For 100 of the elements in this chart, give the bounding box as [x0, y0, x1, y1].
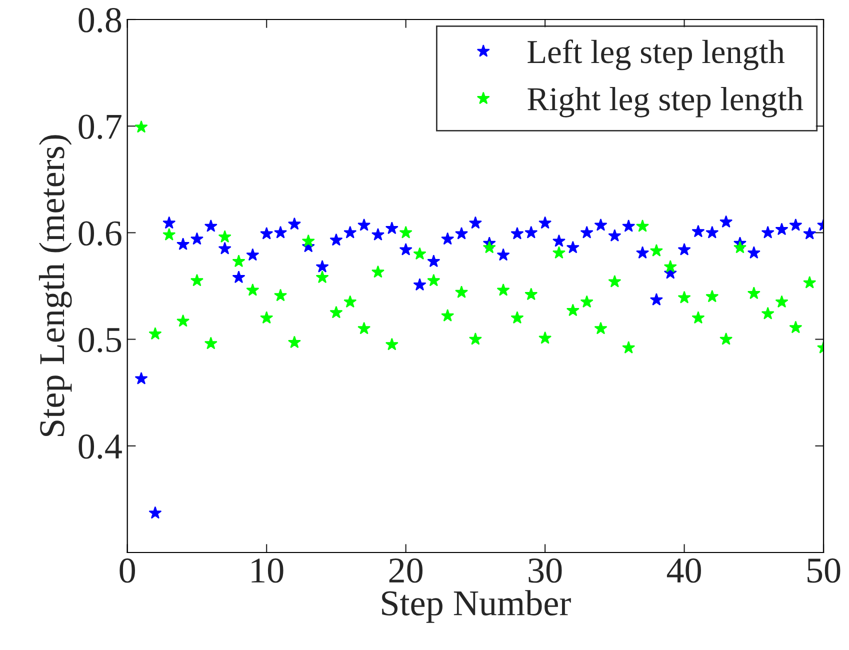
point — [371, 265, 384, 278]
point — [413, 247, 426, 260]
point — [134, 120, 148, 133]
legend-label: Right leg step length — [528, 87, 804, 118]
point — [775, 295, 788, 308]
point — [496, 248, 510, 261]
point — [176, 238, 190, 250]
point — [288, 217, 301, 230]
point — [524, 288, 538, 300]
point — [608, 229, 622, 242]
point — [678, 290, 691, 304]
x-tick-label: 0 — [120, 558, 135, 583]
point — [538, 216, 552, 229]
point — [218, 230, 232, 243]
point — [455, 286, 468, 298]
point — [524, 226, 538, 238]
point — [274, 226, 288, 238]
x-tick-label: 20 — [389, 558, 422, 583]
point — [789, 320, 802, 334]
point — [246, 283, 260, 296]
point — [302, 234, 315, 247]
point — [580, 295, 594, 308]
point — [566, 304, 580, 316]
point — [441, 232, 454, 245]
y-tick-label: 0.4 — [78, 434, 122, 459]
point — [636, 246, 650, 259]
y-tick-label: 0.8 — [78, 8, 122, 33]
point — [344, 295, 357, 308]
point — [733, 240, 746, 254]
point — [316, 270, 329, 284]
point — [260, 311, 274, 324]
point — [552, 234, 566, 247]
point — [441, 309, 454, 322]
point — [330, 233, 343, 246]
point — [482, 240, 496, 254]
point — [385, 222, 398, 234]
y-tick-label: 0.5 — [78, 328, 122, 352]
point — [134, 372, 148, 384]
point — [761, 306, 774, 320]
point — [608, 274, 622, 288]
point — [566, 240, 580, 254]
x-tick-label: 40 — [666, 558, 701, 583]
point — [358, 218, 371, 231]
point — [344, 226, 357, 238]
point — [148, 506, 162, 519]
point — [664, 260, 677, 272]
point — [399, 242, 412, 256]
point — [427, 254, 440, 268]
point — [468, 332, 482, 345]
point — [594, 322, 608, 334]
point — [622, 220, 636, 232]
point — [358, 322, 371, 334]
point — [162, 216, 176, 229]
point — [288, 336, 301, 348]
point — [427, 274, 440, 286]
point — [678, 242, 691, 256]
point — [190, 232, 204, 245]
point — [399, 226, 412, 238]
point — [538, 331, 552, 344]
point — [775, 222, 788, 236]
point — [636, 220, 650, 232]
point — [385, 338, 398, 350]
point — [622, 341, 636, 354]
point — [468, 216, 482, 229]
point — [204, 336, 218, 350]
point — [594, 218, 608, 231]
point — [496, 283, 510, 296]
point — [510, 226, 524, 240]
point — [204, 220, 218, 232]
point — [747, 286, 760, 300]
point — [148, 327, 162, 340]
point — [162, 228, 176, 240]
point — [371, 228, 384, 240]
point — [706, 290, 719, 302]
y-axis-title: Step Length (meters) — [38, 135, 72, 436]
x-tick-label: 50 — [808, 558, 840, 583]
point — [218, 242, 232, 254]
point — [413, 278, 426, 291]
point — [232, 270, 246, 284]
point — [706, 226, 719, 238]
point — [650, 293, 663, 306]
point — [510, 311, 524, 324]
point — [747, 246, 760, 259]
point — [720, 332, 733, 345]
x-tick-label: 30 — [528, 558, 562, 583]
point — [692, 311, 705, 324]
point — [260, 226, 274, 240]
point — [316, 260, 329, 272]
point — [274, 288, 288, 302]
point — [552, 246, 566, 259]
point — [580, 226, 594, 238]
y-tick-label: 0.7 — [78, 114, 122, 140]
x-tick-label: 10 — [252, 558, 284, 583]
point — [176, 314, 190, 327]
point — [720, 215, 733, 228]
point — [246, 248, 260, 261]
point — [761, 226, 774, 238]
x-axis-title: Step Number — [382, 590, 571, 623]
point — [803, 226, 816, 240]
legend-label: Left leg step length — [528, 40, 785, 70]
